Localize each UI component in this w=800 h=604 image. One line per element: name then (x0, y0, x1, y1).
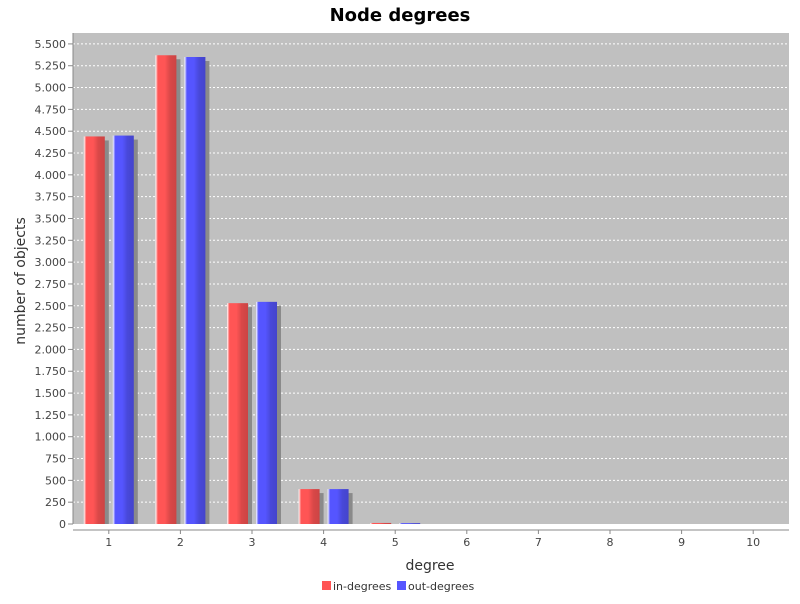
x-tick-label: 4 (320, 536, 327, 549)
bar-out-degrees-2 (184, 57, 206, 524)
legend-label-out-degrees: out-degrees (408, 580, 475, 593)
bar-out-degrees-5 (399, 523, 421, 524)
y-tick-label: 1.750 (35, 365, 67, 378)
legend-swatch-in-degrees (322, 581, 331, 590)
y-tick-label: 4.000 (35, 169, 67, 182)
y-tick-label: 4.250 (35, 147, 67, 160)
x-tick-label: 5 (392, 536, 399, 549)
x-tick-label: 10 (746, 536, 760, 549)
bar-out-degrees-3 (256, 301, 277, 524)
y-tick-label: 250 (45, 496, 66, 509)
y-tick-label: 500 (45, 474, 66, 487)
y-tick-label: 1.000 (35, 431, 67, 444)
bar-in-degrees-5 (370, 522, 392, 524)
x-tick-label: 6 (463, 536, 470, 549)
plot-area: 0 250 500 750 1.000 1.250 1.500 1.750 2.000 2.250… (35, 33, 789, 549)
y-tick-label: 3.750 (35, 191, 67, 204)
y-tick-label: 2.250 (35, 322, 67, 335)
x-tick-label: 8 (607, 536, 614, 549)
y-axis-label: number of objects (13, 217, 29, 344)
bar-out-degrees-4 (327, 489, 349, 524)
x-axis-label: degree (405, 558, 454, 574)
chart-title: Node degrees (330, 5, 471, 26)
bar-in-degrees-4 (298, 489, 320, 524)
y-tick-label: 5.000 (35, 82, 67, 95)
y-tick-label: 2.000 (35, 343, 67, 356)
bar-in-degrees-1 (83, 136, 105, 525)
x-tick-label: 2 (177, 536, 184, 549)
y-tick-label: 1.250 (35, 409, 67, 422)
y-tick-label: 2.750 (35, 278, 67, 291)
x-tick-label: 1 (105, 536, 112, 549)
y-tick-label: 3.250 (35, 234, 67, 247)
y-tick-label: 4.750 (35, 103, 67, 116)
legend-swatch-out-degrees (397, 581, 406, 590)
y-tick-label: 3.500 (35, 212, 67, 225)
y-tick-label: 5.250 (35, 60, 67, 73)
y-tick-label: 2.500 (35, 300, 67, 313)
y-tick-label: 5.500 (35, 38, 67, 51)
bar-in-degrees-2 (155, 55, 177, 524)
x-tick-label: 7 (535, 536, 542, 549)
legend: in-degrees out-degrees (322, 580, 475, 593)
bar-in-degrees-3 (227, 303, 248, 524)
y-tick-label: 4.500 (35, 125, 67, 138)
y-tick-label: 0 (59, 518, 66, 531)
y-tick-label: 3.000 (35, 256, 67, 269)
y-tick-label: 750 (45, 453, 66, 466)
y-tick-label: 1.500 (35, 387, 67, 400)
x-tick-label: 9 (678, 536, 685, 549)
x-tick-label: 3 (249, 536, 256, 549)
bar-out-degrees-1 (112, 135, 134, 524)
legend-label-in-degrees: in-degrees (333, 580, 392, 593)
